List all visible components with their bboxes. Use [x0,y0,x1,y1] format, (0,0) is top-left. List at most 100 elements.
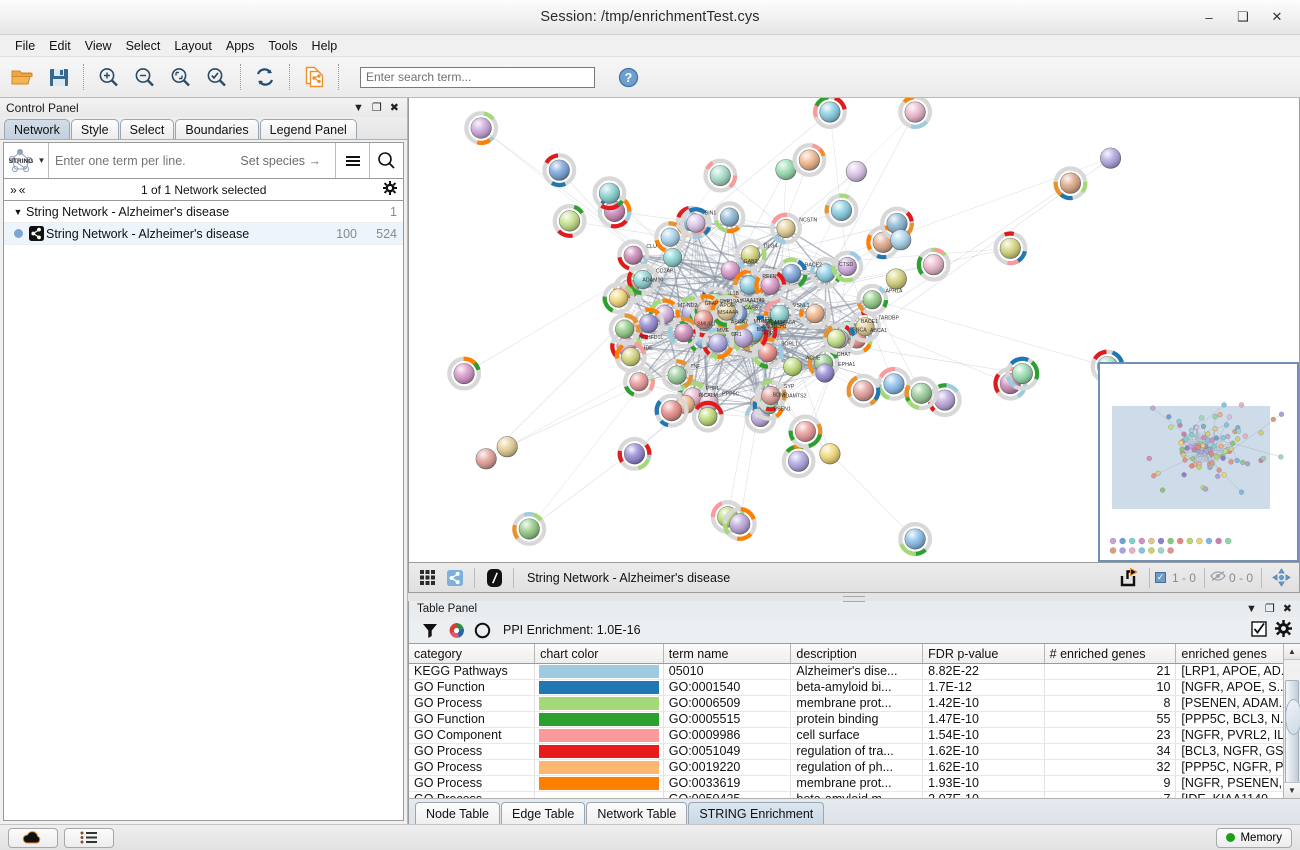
checkbox-icon[interactable] [1251,620,1267,640]
network-node[interactable] [654,393,689,428]
chart-color-icon[interactable] [443,622,469,639]
scroll-down-arrow[interactable]: ▼ [1284,782,1300,799]
cloud-icon[interactable] [8,827,58,848]
export-network-icon[interactable] [297,60,331,94]
menu-file[interactable]: File [15,38,36,53]
network-node[interactable] [856,283,889,316]
memory-button[interactable]: Memory [1216,827,1292,848]
menu-apps[interactable]: Apps [225,38,255,53]
panel-splitter[interactable] [408,593,1300,601]
network-node[interactable] [877,366,911,401]
maximize-button[interactable]: ❑ [1237,9,1249,24]
filter-icon[interactable] [417,622,443,639]
network-node[interactable] [898,522,933,556]
gear-icon[interactable] [1275,620,1292,640]
chevron-down-icon[interactable]: ▼ [37,156,46,165]
save-icon[interactable] [42,60,76,94]
tab-select[interactable]: Select [119,119,175,139]
gear-icon[interactable] [383,181,397,198]
enrichment-table-wrapper[interactable]: category chart color term name descripti… [409,643,1300,799]
task-list-icon[interactable] [64,827,114,848]
network-node[interactable] [799,297,832,330]
menu-edit[interactable]: Edit [49,38,71,53]
network-node[interactable] [734,238,767,271]
network-node[interactable] [904,376,939,411]
refresh-icon[interactable] [248,60,282,94]
col-term-name[interactable]: term name [663,644,792,664]
network-node[interactable] [1005,356,1040,391]
table-row[interactable]: GO Process GO:0051049 regulation of tra...… [409,743,1300,760]
network-node[interactable] [890,229,912,251]
network-node[interactable] [512,512,547,546]
selected-nodes-checkbox[interactable]: ✓ [1154,572,1166,583]
table-row[interactable]: GO Process GO:0050435beta-amyloid m...2.0… [409,791,1300,799]
grid-layout-icon[interactable] [413,566,441,590]
network-node[interactable] [826,329,846,349]
scroll-up-arrow[interactable]: ▲ [1284,644,1300,661]
col-chart-color[interactable]: chart color [534,644,664,664]
collapse-all-icon[interactable]: » [10,182,17,197]
network-view-canvas[interactable]: MT-ND2 MT-ND1 VSNL1 GAB2 NCSTN APOE CHAT ABCA1 A… [408,98,1300,563]
network-node[interactable] [754,269,787,302]
network-node[interactable] [846,373,881,408]
network-node[interactable] [993,231,1028,266]
scrollbar-thumb[interactable] [1285,680,1300,791]
col-enriched-count[interactable]: # enriched genes [1044,644,1177,664]
menu-layout[interactable]: Layout [174,38,212,53]
tab-boundaries[interactable]: Boundaries [175,119,259,139]
tab-string-enrichment[interactable]: STRING Enrichment [688,802,825,825]
string-logo-icon[interactable]: STRING ▼ [4,143,48,178]
expand-all-icon[interactable]: « [18,182,26,197]
network-node[interactable] [617,436,652,471]
network-node[interactable] [608,313,641,346]
open-folder-icon[interactable] [6,60,40,94]
network-node[interactable] [788,414,823,449]
network-node[interactable] [813,98,847,129]
network-node[interactable] [819,443,841,465]
donut-chart-icon[interactable] [469,622,495,639]
chevron-down-icon[interactable]: ▼ [13,206,23,217]
network-node[interactable] [663,248,683,268]
menu-view[interactable]: View [84,38,112,53]
annotation-icon[interactable] [480,566,508,590]
zoom-fit-icon[interactable] [163,60,197,94]
table-row[interactable]: GO Process GO:0006509 membrane prot... 1.42… [409,695,1300,712]
hidden-eye-icon[interactable] [1210,570,1226,585]
network-node[interactable] [592,176,627,211]
fit-content-icon[interactable] [1267,566,1295,590]
string-app-icon[interactable] [441,566,469,590]
network-node[interactable] [667,316,700,349]
table-row[interactable]: GO Component GO:0009986 cell surface 1.54E-… [409,727,1300,744]
table-vertical-scrollbar[interactable]: ▲ ▼ [1283,644,1300,799]
help-icon[interactable]: ? [611,60,645,94]
table-row[interactable]: GO Function GO:0001540 beta-amyloid bi... 1… [409,679,1300,696]
network-node[interactable] [703,158,738,193]
col-enriched-genes[interactable]: enriched genes [1175,644,1300,664]
network-graph[interactable]: MT-ND2 MT-ND1 VSNL1 GAB2 NCSTN APOE CHAT ABCA1 A… [409,98,1299,563]
network-node[interactable] [754,379,787,412]
network-node[interactable] [809,257,842,289]
network-node[interactable] [831,250,864,283]
network-node[interactable] [763,298,796,331]
network-node[interactable] [552,204,587,238]
network-node[interactable] [475,448,497,470]
table-row[interactable]: GO Process GO:0019220 regulation of ph... 1… [409,759,1300,776]
network-node[interactable] [885,268,907,290]
network-node[interactable] [722,507,757,541]
control-panel-close-icon[interactable]: ✖ [389,102,399,114]
table-row[interactable]: KEGG Pathways 05010 Alzheimer's dise... 8.8… [409,663,1300,680]
control-panel-menu-icon[interactable]: ▼ [353,101,364,114]
menu-help[interactable]: Help [311,38,338,53]
network-node[interactable] [710,295,743,328]
menu-select[interactable]: Select [125,38,161,53]
network-node[interactable] [654,221,687,254]
table-panel-close-icon[interactable]: ✖ [1282,603,1292,616]
zoom-in-icon[interactable] [91,60,125,94]
minimize-button[interactable]: – [1205,9,1213,25]
network-node[interactable] [916,247,951,282]
string-query-input[interactable] [49,143,241,178]
set-species-label[interactable]: Set species → [240,153,321,168]
tab-style[interactable]: Style [70,119,119,139]
network-node[interactable] [602,282,635,315]
control-panel-float-icon[interactable]: ❐ [371,102,382,114]
